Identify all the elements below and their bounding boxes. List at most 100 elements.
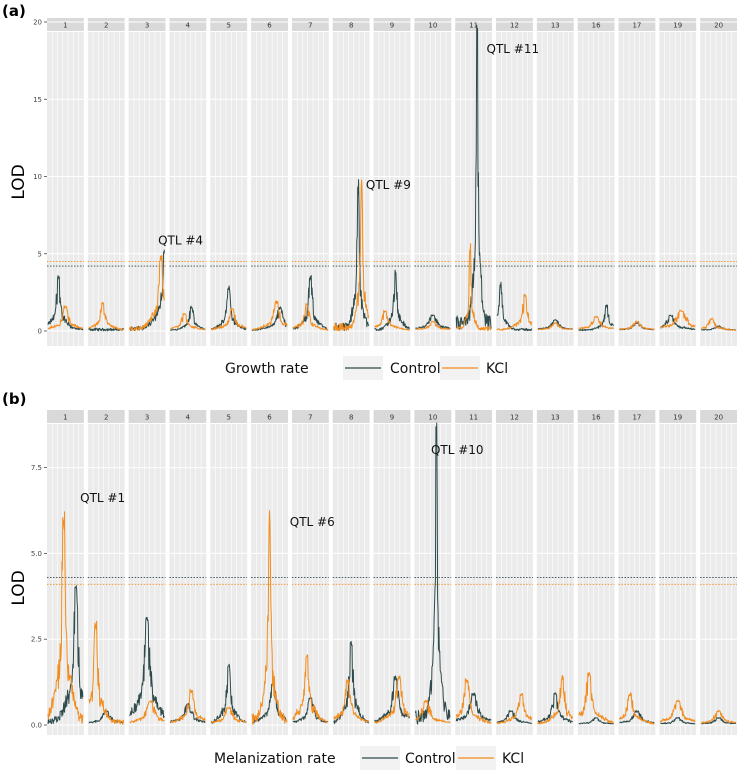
lod-line-kcl-chr-4 [170, 313, 206, 331]
facet-strip [251, 18, 288, 31]
facet-panel-bg [47, 32, 84, 346]
facet-strip-label: 2 [104, 414, 108, 422]
facet-strip-label: 17 [632, 22, 641, 30]
facet-strip [455, 410, 493, 423]
lod-line-kcl-chr-13 [537, 674, 574, 725]
lod-line-kcl-chr-8 [333, 179, 370, 332]
facet-chr-13: 13 [536, 18, 574, 346]
lod-line-control-chr-19 [660, 717, 696, 725]
y-tick-label: 0.0 [31, 722, 42, 730]
facet-strip [618, 18, 656, 31]
facet-strip-label: 1 [63, 22, 67, 30]
facet-chr-4: 4 [169, 410, 207, 735]
facet-panel-bg [618, 424, 656, 735]
facet-strip-label: 16 [592, 414, 601, 422]
facet-strip [496, 18, 533, 31]
facet-strip [700, 18, 737, 31]
lod-line-kcl-chr-12 [496, 692, 533, 725]
facet-chr-17: 17 [618, 18, 656, 346]
facet-panel-bg [87, 32, 125, 346]
facet-strip [618, 410, 656, 423]
lod-line-kcl-chr-10 [415, 699, 451, 724]
facet-strip-label: 2 [104, 22, 108, 30]
facet-strip [291, 18, 329, 31]
facet-panel-bg [291, 424, 329, 735]
facet-strip [414, 18, 452, 31]
lod-line-kcl-chr-4 [170, 688, 206, 724]
legend-label-control-a: Control [390, 361, 441, 377]
facet-panel-bg [128, 424, 166, 735]
lod-line-control-chr-9 [374, 269, 410, 332]
facet-strip [210, 18, 248, 31]
series-kcl [47, 510, 737, 726]
facet-panel-bg [251, 424, 288, 735]
facet-chr-11: 11 [455, 410, 493, 735]
y-tick-label: 0 [38, 328, 42, 336]
facet-strip [455, 18, 493, 31]
lod-line-control-chr-6 [251, 306, 288, 332]
lod-line-control-chr-11 [455, 692, 492, 722]
facet-strip-label: 9 [390, 414, 394, 422]
facet-strip-label: 13 [551, 414, 560, 422]
facet-panel-bg [659, 424, 697, 735]
facet-strip [210, 410, 248, 423]
facet-panel-bg [618, 32, 656, 346]
facet-strip [47, 18, 84, 31]
lod-line-control-chr-20 [700, 717, 737, 725]
facet-chr-8: 8 [332, 410, 370, 735]
qtl-annotation: QTL #4 [158, 233, 203, 247]
facet-strip [414, 410, 452, 423]
facet-strip [251, 410, 288, 423]
facet-strip-label: 12 [510, 414, 519, 422]
facet-strip [87, 18, 125, 31]
facet-panel-bg [577, 32, 615, 346]
facet-strip-label: 19 [673, 414, 682, 422]
facet-strip [291, 410, 329, 423]
facet-chr-6: 6 [251, 410, 288, 735]
y-tick-label: 15 [33, 96, 42, 104]
facet-panel-bg [536, 32, 574, 346]
facet-chr-6: 6 [251, 18, 288, 346]
facet-chr-13: 13 [536, 410, 574, 735]
facet-strip-label: 10 [428, 22, 437, 30]
plot-area-b: 1 2 3 4 5 6 7 8 9 10 11 12 13 16 17 19 200.02.55.07.5QTL… [31, 410, 737, 735]
facet-panel-bg [87, 424, 125, 735]
facet-strip [577, 410, 615, 423]
lod-line-control-chr-11 [455, 24, 492, 330]
y-tick-label: 7.5 [31, 464, 42, 472]
facet-panel-bg [455, 32, 493, 346]
facet-strip-label: 11 [469, 414, 478, 422]
y-axis-label-a: LOD [9, 164, 29, 199]
lod-line-control-chr-3 [129, 616, 165, 719]
facet-chr-9: 9 [373, 18, 411, 346]
lod-line-kcl-chr-16 [578, 672, 614, 724]
facet-strip [659, 18, 697, 31]
facet-strip [700, 410, 737, 423]
facet-panel-bg [210, 32, 248, 346]
y-tick-label: 2.5 [31, 636, 42, 644]
facet-panel-bg [700, 424, 737, 735]
facet-strip [332, 18, 370, 31]
lod-line-kcl-chr-6 [251, 510, 288, 725]
facet-strip-label: 10 [428, 414, 437, 422]
facet-panel-bg [496, 424, 533, 735]
facet-panel-bg [414, 32, 452, 346]
facet-panel-bg [332, 424, 370, 735]
facet-strip-label: 9 [390, 22, 394, 30]
lod-line-kcl-chr-5 [210, 706, 247, 724]
lod-line-kcl-chr-8 [333, 679, 370, 723]
facet-chr-7: 7 [291, 18, 329, 346]
lod-line-kcl-chr-11 [456, 243, 492, 331]
legend-title-a: Growth rate [225, 361, 309, 377]
qtl-annotation: QTL #1 [80, 491, 125, 505]
facet-strip [169, 18, 207, 31]
facet-chr-12: 12 [496, 410, 533, 735]
facet-panel-bg [251, 32, 288, 346]
lod-line-kcl-chr-17 [619, 692, 655, 725]
lod-line-kcl-chr-20 [700, 317, 737, 332]
facet-chr-9: 9 [373, 410, 411, 735]
legend-label-kcl-b: KCl [502, 751, 524, 767]
facet-strip [47, 410, 84, 423]
facet-strip-label: 17 [632, 414, 641, 422]
legend-label-control-b: Control [405, 751, 456, 767]
